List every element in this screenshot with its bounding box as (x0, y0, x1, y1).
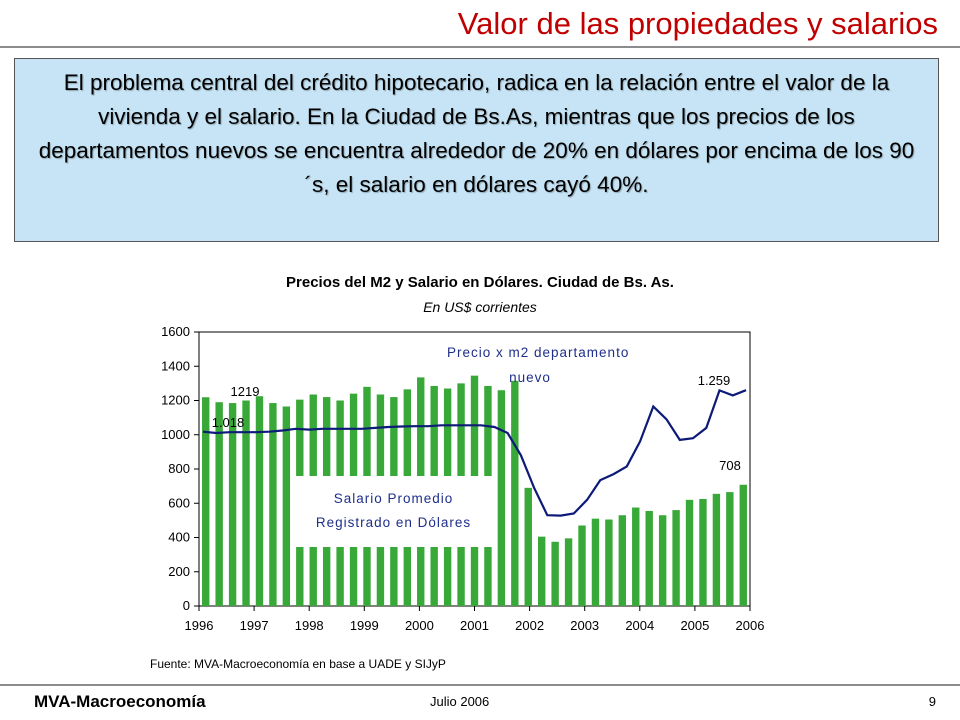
salary-legend-text: Salario Promedio (334, 491, 454, 506)
salary-bar (242, 400, 250, 606)
salary-bar (578, 525, 586, 606)
salary-bar (537, 536, 546, 606)
salary-bar (672, 510, 680, 606)
salary-bar (215, 402, 223, 606)
page-number: 9 (928, 694, 936, 709)
x-tick-label: 1996 (185, 618, 214, 633)
chart-source: Fuente: MVA-Macroeconomía en base a UADE… (150, 657, 446, 671)
price-salary-chart: Precios del M2 y Salario en Dólares. Ciu… (150, 274, 764, 671)
salary-bar (618, 515, 627, 606)
salary-legend-text: Registrado en Dólares (316, 515, 471, 530)
salary-bar (605, 519, 613, 606)
price-line (202, 388, 747, 517)
salary-bar (645, 510, 653, 606)
data-label: 708 (719, 458, 741, 473)
y-tick-label: 200 (168, 564, 190, 579)
salary-bar (739, 484, 747, 606)
chart-title: Precios del M2 y Salario en Dólares. Ciu… (286, 274, 674, 291)
y-tick-label: 800 (168, 461, 190, 476)
intro-text-box: El problema central del crédito hipoteca… (14, 58, 939, 242)
x-tick-label: 2001 (460, 618, 489, 633)
footer-date: Julio 2006 (430, 694, 490, 709)
data-label: 1.259 (698, 373, 731, 388)
x-tick-label: 2006 (736, 618, 765, 633)
salary-bar (591, 518, 600, 606)
salary-bar (524, 487, 532, 606)
salary-bar (564, 538, 573, 606)
x-tick-label: 2000 (405, 618, 434, 633)
data-label: 1219 (231, 384, 260, 399)
x-tick-label: 2003 (570, 618, 599, 633)
salary-bar (255, 396, 264, 606)
salary-bar (658, 515, 667, 606)
y-tick-label: 1000 (161, 427, 190, 442)
x-tick-label: 1999 (350, 618, 379, 633)
footer-brand: MVA-Macroeconomía (34, 692, 206, 711)
y-tick-label: 1200 (161, 393, 190, 408)
salary-legend-box (292, 476, 495, 547)
plot-area: 0 200 400 600 800 1000 1200 1400 1600 1996 1997 199… (161, 324, 764, 633)
salary-bar (202, 397, 210, 606)
x-tick-label: 2004 (625, 618, 654, 633)
y-tick-label: 600 (168, 495, 190, 510)
y-tick-label: 400 (168, 530, 190, 545)
salary-bar (228, 403, 237, 606)
salary-bar (497, 390, 506, 606)
y-tick-label: 1600 (161, 324, 190, 339)
salary-bar (712, 493, 721, 606)
salary-bar (685, 499, 694, 606)
x-tick-label: 2002 (515, 618, 544, 633)
salary-bar (699, 498, 707, 606)
salary-bar (269, 403, 277, 606)
data-label: 1.018 (212, 415, 245, 430)
slide-title: Valor de las propiedades y salarios (457, 6, 938, 41)
salary-bar (726, 492, 734, 606)
chart-subtitle: En US$ corrientes (423, 299, 537, 315)
x-tick-label: 2005 (680, 618, 709, 633)
x-tick-label: 1997 (240, 618, 269, 633)
price-line-note: nuevo (509, 370, 551, 385)
title-divider (0, 46, 960, 48)
y-tick-label: 1400 (161, 358, 190, 373)
footer-divider (0, 684, 960, 686)
price-line-note: Precio x m2 departamento (447, 345, 629, 360)
salary-bar (551, 541, 559, 606)
salary-bar (282, 406, 291, 606)
y-tick-label: 0 (183, 598, 190, 613)
x-tick-label: 1998 (295, 618, 324, 633)
salary-bar (632, 507, 640, 606)
salary-bar (511, 380, 519, 606)
